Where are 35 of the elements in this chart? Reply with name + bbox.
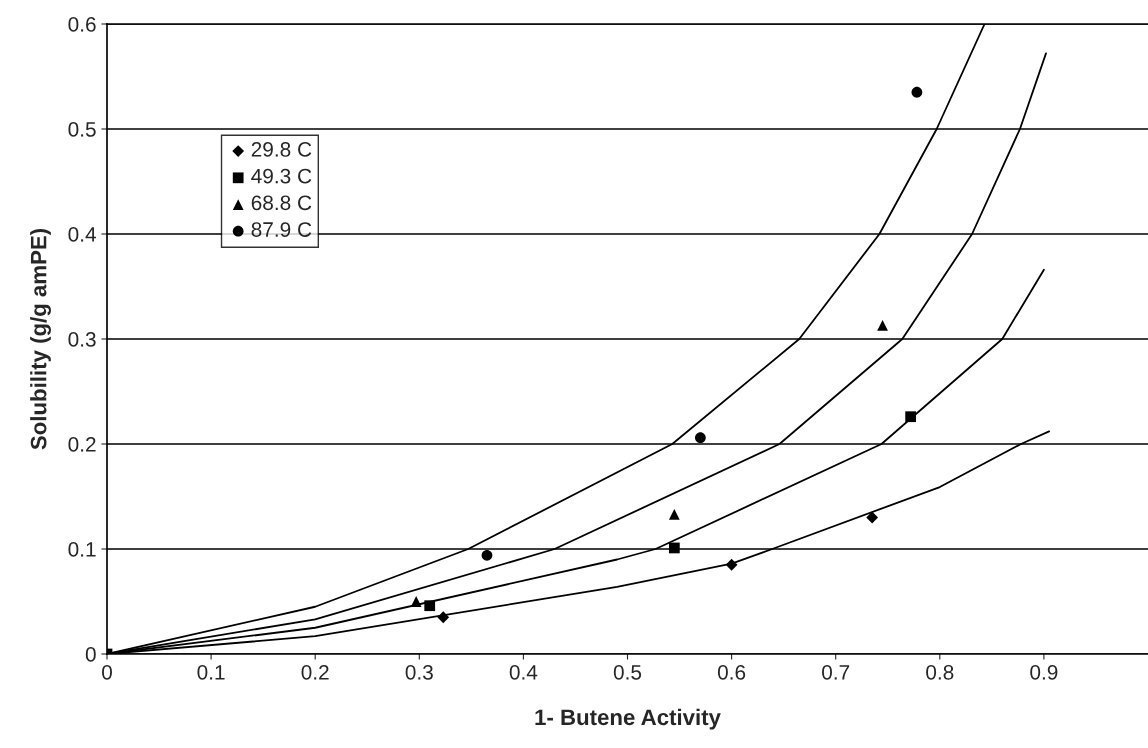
point [866,511,879,524]
point [694,432,706,444]
x-tick-label: 0.9 [1030,664,1058,680]
y-tick-label: 0.1 [68,542,96,557]
legend-label: 29.8 C [251,142,312,157]
x-axis-title: 1- Butene Activity [535,708,721,730]
point [905,411,917,423]
point [877,319,888,331]
point [437,611,450,624]
point [668,508,680,520]
point [424,600,436,612]
y-tick-label: 0.3 [68,332,96,347]
y-tick-label: 0 [85,647,96,662]
x-tick-label: 0.3 [405,664,433,680]
point [668,542,680,554]
point [725,558,738,571]
y-tick-label: 0.2 [68,437,96,452]
y-axis-title: Solubility (g/g amPE) [30,228,51,450]
x-tick-label: 0.8 [926,664,954,680]
x-tick-label: 0.1 [197,664,225,680]
point [410,596,422,607]
legend-label: 49.3 C [251,168,312,184]
legend-label: 87.9 C [251,222,312,237]
x-tick-label: 0.4 [509,664,538,680]
y-tick-label: 0.5 [68,122,96,137]
x-tick-label: 0.7 [822,664,850,680]
point [481,549,493,561]
point [911,86,923,98]
x-tick-label: 0.2 [301,664,329,680]
x-tick-label: 0 [102,664,112,680]
y-tick-label: 0.4 [68,227,96,242]
x-tick-label: 0.5 [613,664,642,680]
x-tick-label: 0.6 [717,664,746,680]
legend-label: 68.8 C [251,195,312,211]
y-tick-label: 0.6 [68,17,96,32]
